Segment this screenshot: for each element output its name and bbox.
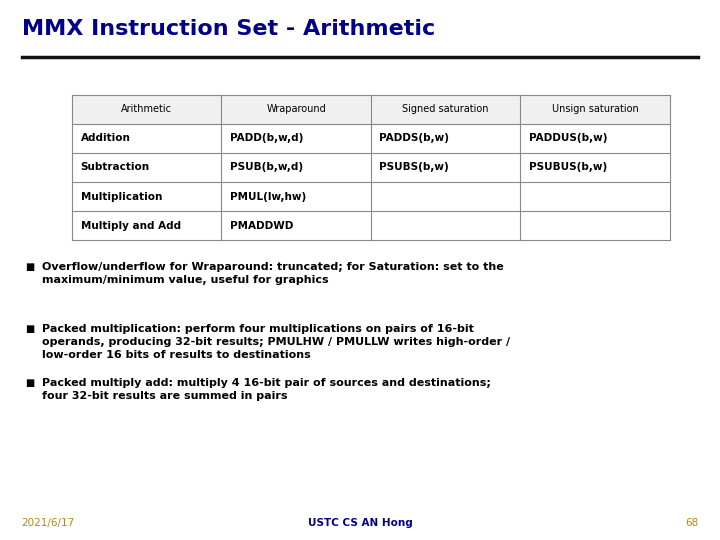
Text: Multiplication: Multiplication	[81, 192, 162, 201]
Text: Arithmetic: Arithmetic	[121, 104, 172, 114]
Text: PADD(b,w,d): PADD(b,w,d)	[230, 133, 303, 143]
Text: USTC CS AN Hong: USTC CS AN Hong	[307, 518, 413, 528]
Text: ■: ■	[25, 262, 35, 272]
Text: ■: ■	[25, 324, 35, 334]
Text: PSUBUS(b,w): PSUBUS(b,w)	[528, 163, 607, 172]
Text: 2021/6/17: 2021/6/17	[22, 518, 75, 528]
Text: PADDUS(b,w): PADDUS(b,w)	[528, 133, 608, 143]
Text: MMX Instruction Set - Arithmetic: MMX Instruction Set - Arithmetic	[22, 19, 435, 39]
Text: Subtraction: Subtraction	[81, 163, 150, 172]
Text: Addition: Addition	[81, 133, 130, 143]
Text: Packed multiplication: perform four multiplications on pairs of 16-bit
operands,: Packed multiplication: perform four mult…	[42, 324, 510, 360]
Text: PADDS(b,w): PADDS(b,w)	[379, 133, 449, 143]
Text: Multiply and Add: Multiply and Add	[81, 221, 181, 231]
Text: Packed multiply add: multiply 4 16-bit pair of sources and destinations;
four 32: Packed multiply add: multiply 4 16-bit p…	[42, 378, 490, 401]
Text: Signed saturation: Signed saturation	[402, 104, 489, 114]
Text: Wraparound: Wraparound	[266, 104, 326, 114]
Text: Unsign saturation: Unsign saturation	[552, 104, 638, 114]
Text: PMUL(lw,hw): PMUL(lw,hw)	[230, 192, 306, 201]
Text: PMADDWD: PMADDWD	[230, 221, 294, 231]
Text: ■: ■	[25, 378, 35, 388]
Text: PSUB(b,w,d): PSUB(b,w,d)	[230, 163, 303, 172]
Text: PSUBS(b,w): PSUBS(b,w)	[379, 163, 449, 172]
Text: 68: 68	[685, 518, 698, 528]
Bar	[72, 94, 670, 124]
Text: Overflow/underflow for Wraparound: truncated; for Saturation: set to the
maximum: Overflow/underflow for Wraparound: trunc…	[42, 262, 503, 285]
